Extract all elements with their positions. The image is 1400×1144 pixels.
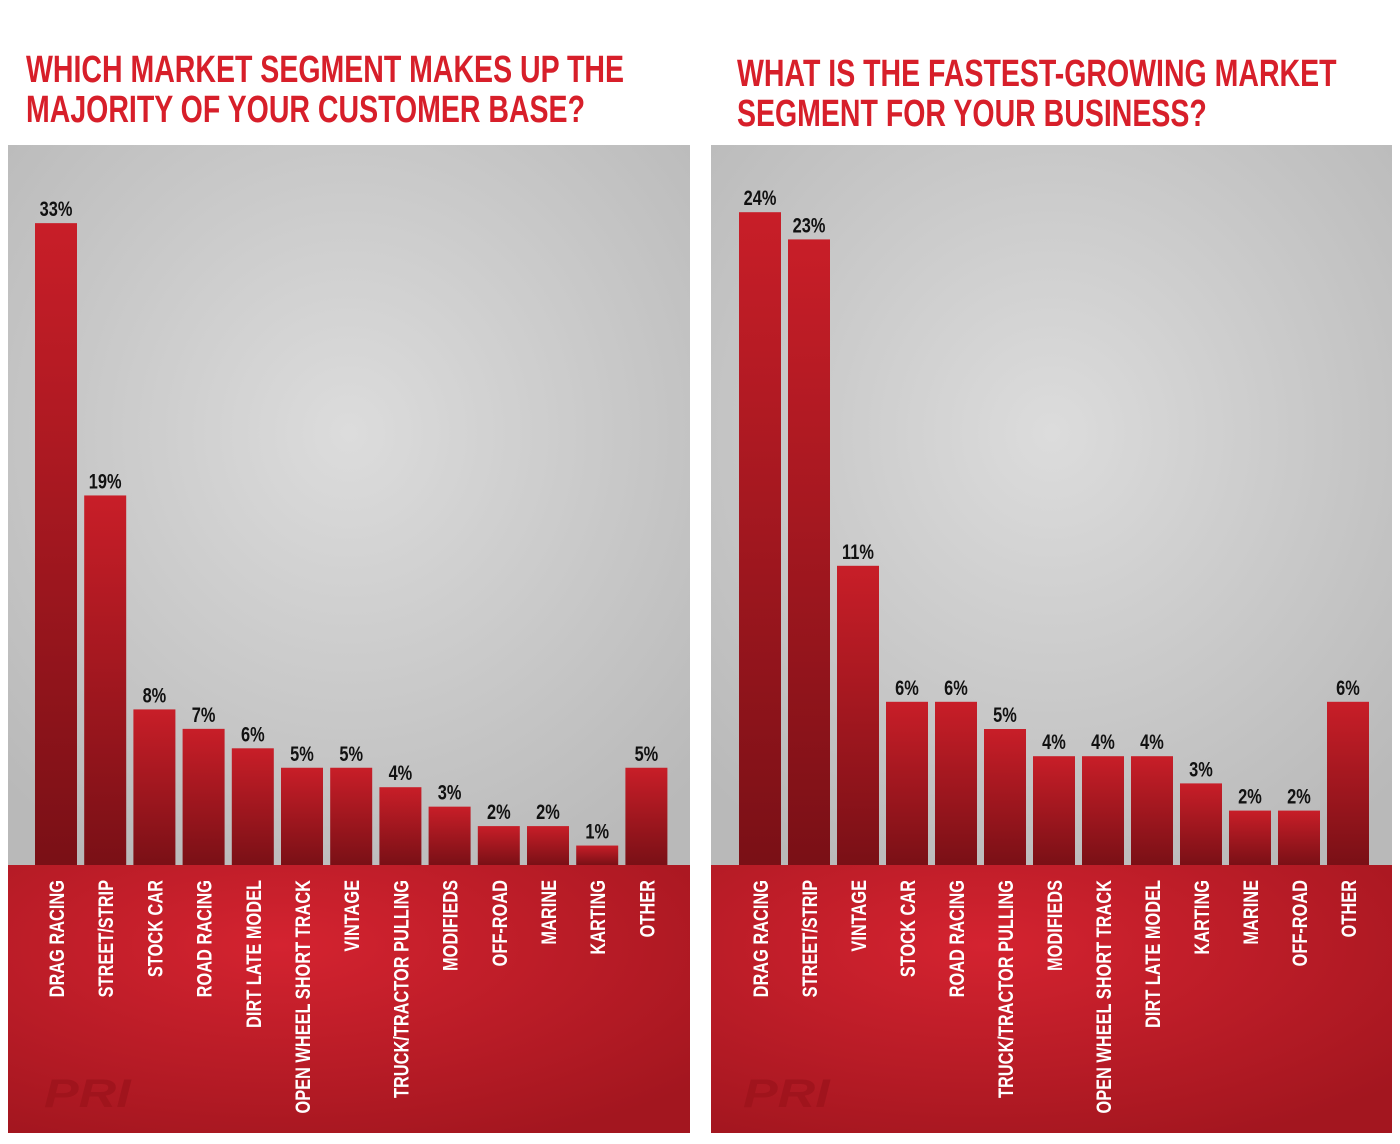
- left-title-line-2: MAJORITY OF YOUR CUSTOMER BASE?: [26, 89, 585, 131]
- category-label: MARINE: [537, 880, 560, 945]
- category-label: DIRT LATE MODEL: [1141, 880, 1164, 1028]
- value-label: 2%: [487, 800, 511, 823]
- bar: [1327, 701, 1369, 865]
- left-chart-title: WHICH MARKET SEGMENT MAKES UP THE MAJORI…: [26, 50, 624, 130]
- category-label: DIRT LATE MODEL: [242, 880, 265, 1028]
- category-label: KARTING: [1190, 880, 1213, 955]
- value-label: 23%: [793, 213, 826, 236]
- category-label: MODIFIEDS: [439, 880, 462, 971]
- category-label: TRUCK/TRACTOR PULLING: [389, 880, 412, 1098]
- bar: [477, 826, 520, 865]
- bar: [379, 787, 422, 865]
- right-bar-chart: 24% DRAG RACING 23% STREET/STRIP 11% VINTAGE 6…: [711, 145, 1392, 1133]
- value-label: 6%: [944, 676, 968, 699]
- value-label: 3%: [438, 781, 462, 804]
- right-chart-title: WHAT IS THE FASTEST-GROWING MARKET SEGME…: [737, 54, 1337, 134]
- bar: [35, 223, 77, 865]
- value-label: 24%: [744, 186, 777, 209]
- value-label: 5%: [339, 742, 363, 765]
- value-label: 8%: [143, 683, 167, 706]
- value-label: 5%: [993, 703, 1017, 726]
- value-label: 6%: [895, 676, 919, 699]
- value-label: 2%: [1287, 785, 1311, 808]
- value-label: 4%: [389, 761, 413, 784]
- bar: [935, 701, 977, 865]
- category-label: MODIFIEDS: [1043, 880, 1066, 971]
- bar: [739, 212, 781, 865]
- value-label: 5%: [635, 742, 659, 765]
- value-label: 3%: [1189, 757, 1213, 780]
- category-label: DRAG RACING: [749, 880, 772, 997]
- bar: [1278, 810, 1320, 865]
- value-label: 4%: [1042, 730, 1066, 753]
- category-label: DRAG RACING: [45, 880, 68, 997]
- bar: [133, 709, 176, 865]
- bar: [576, 845, 619, 865]
- category-label: STREET/STRIP: [94, 880, 117, 997]
- value-label: 6%: [1336, 676, 1360, 699]
- pri-logo: PRI: [44, 1071, 132, 1116]
- category-label: STOCK CAR: [143, 880, 166, 977]
- value-label: 5%: [290, 742, 314, 765]
- category-label: OFF-ROAD: [488, 880, 511, 966]
- category-label: TRUCK/TRACTOR PULLING: [994, 880, 1017, 1098]
- bar: [281, 767, 323, 865]
- bar: [886, 701, 928, 865]
- bar: [625, 767, 668, 865]
- value-label: 11%: [842, 540, 874, 563]
- bar: [527, 826, 569, 865]
- value-label: 2%: [1238, 785, 1262, 808]
- bar: [1082, 756, 1124, 865]
- value-label: 4%: [1091, 730, 1115, 753]
- category-label: ROAD RACING: [193, 880, 216, 997]
- category-label: OPEN WHEEL SHORT TRACK: [291, 880, 314, 1114]
- value-label: 7%: [192, 703, 216, 726]
- category-label: VINTAGE: [847, 880, 870, 952]
- bar: [1229, 810, 1271, 865]
- right-title-line-1: WHAT IS THE FASTEST-GROWING MARKET: [737, 53, 1337, 95]
- value-label: 1%: [585, 820, 609, 843]
- category-label: OPEN WHEEL SHORT TRACK: [1092, 880, 1115, 1114]
- bar: [231, 748, 274, 865]
- category-label: OFF-ROAD: [1288, 880, 1311, 966]
- category-label: ROAD RACING: [945, 880, 968, 997]
- bar: [84, 495, 127, 865]
- bar: [1033, 756, 1075, 865]
- right-title-line-2: SEGMENT FOR YOUR BUSINESS?: [737, 93, 1207, 135]
- left-bar-chart: 33% DRAG RACING 19% STREET/STRIP 8% STOCK CAR…: [8, 145, 690, 1133]
- bar: [182, 728, 225, 865]
- label-band: [711, 865, 1392, 1133]
- bar: [1131, 756, 1173, 865]
- left-title-line-1: WHICH MARKET SEGMENT MAKES UP THE: [26, 49, 624, 91]
- pri-logo: PRI: [743, 1071, 831, 1116]
- value-label: 6%: [241, 722, 265, 745]
- category-label: STREET/STRIP: [798, 880, 821, 997]
- bar: [1180, 783, 1222, 865]
- category-label: VINTAGE: [340, 880, 363, 952]
- value-label: 4%: [1140, 730, 1164, 753]
- value-label: 2%: [536, 800, 560, 823]
- value-label: 33%: [40, 197, 73, 220]
- bar: [788, 239, 830, 865]
- bar: [837, 565, 879, 865]
- category-label: OTHER: [1337, 880, 1360, 938]
- category-label: STOCK CAR: [896, 880, 919, 977]
- category-label: KARTING: [586, 880, 609, 955]
- label-band: [8, 865, 690, 1133]
- category-label: MARINE: [1239, 880, 1262, 945]
- bar: [984, 729, 1026, 865]
- category-label: OTHER: [635, 880, 658, 938]
- bar: [330, 767, 373, 865]
- bar: [428, 806, 471, 865]
- value-label: 19%: [89, 469, 122, 492]
